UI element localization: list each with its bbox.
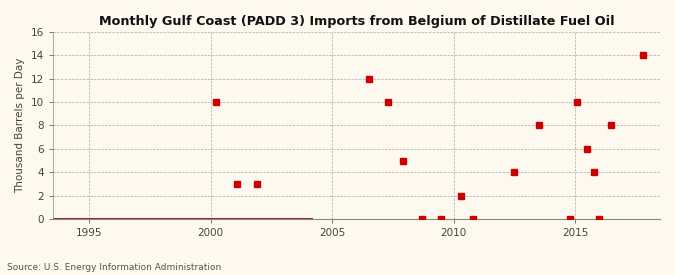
Title: Monthly Gulf Coast (PADD 3) Imports from Belgium of Distillate Fuel Oil: Monthly Gulf Coast (PADD 3) Imports from…: [99, 15, 614, 28]
Y-axis label: Thousand Barrels per Day: Thousand Barrels per Day: [15, 58, 25, 193]
Text: Source: U.S. Energy Information Administration: Source: U.S. Energy Information Administ…: [7, 263, 221, 272]
